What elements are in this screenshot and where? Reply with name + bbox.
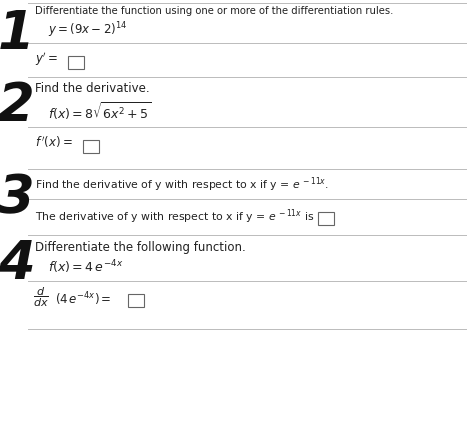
- Text: $f(x) = 4\,e^{-4x}$: $f(x) = 4\,e^{-4x}$: [48, 258, 123, 275]
- FancyBboxPatch shape: [83, 141, 99, 154]
- Text: 4: 4: [0, 237, 35, 290]
- Text: Differentiate the following function.: Differentiate the following function.: [35, 240, 246, 254]
- Text: $f\,'(x) =$: $f\,'(x) =$: [35, 134, 73, 149]
- FancyBboxPatch shape: [128, 294, 144, 307]
- Text: 2: 2: [0, 80, 35, 132]
- Text: $y = (9x - 2)^{14}$: $y = (9x - 2)^{14}$: [48, 20, 128, 39]
- Text: $(4\,e^{-4x}) =$: $(4\,e^{-4x}) =$: [55, 290, 111, 307]
- Text: $f(x) = 8\sqrt{6x^2 + 5}$: $f(x) = 8\sqrt{6x^2 + 5}$: [48, 100, 151, 121]
- FancyBboxPatch shape: [318, 212, 334, 226]
- Text: The derivative of y with respect to x if y = $e^{\,-11x}$ is: The derivative of y with respect to x if…: [35, 207, 314, 225]
- Text: 3: 3: [0, 172, 35, 223]
- Text: $\dfrac{d}{dx}$: $\dfrac{d}{dx}$: [33, 285, 49, 309]
- Text: Find the derivative.: Find the derivative.: [35, 82, 150, 95]
- FancyBboxPatch shape: [68, 57, 84, 70]
- Text: Find the derivative of y with respect to x if y = $e^{\,-11x}$.: Find the derivative of y with respect to…: [35, 175, 329, 193]
- Text: Differentiate the function using one or more of the differentiation rules.: Differentiate the function using one or …: [35, 6, 393, 16]
- Text: 1: 1: [0, 8, 35, 60]
- Text: $y' =$: $y' =$: [35, 50, 58, 67]
